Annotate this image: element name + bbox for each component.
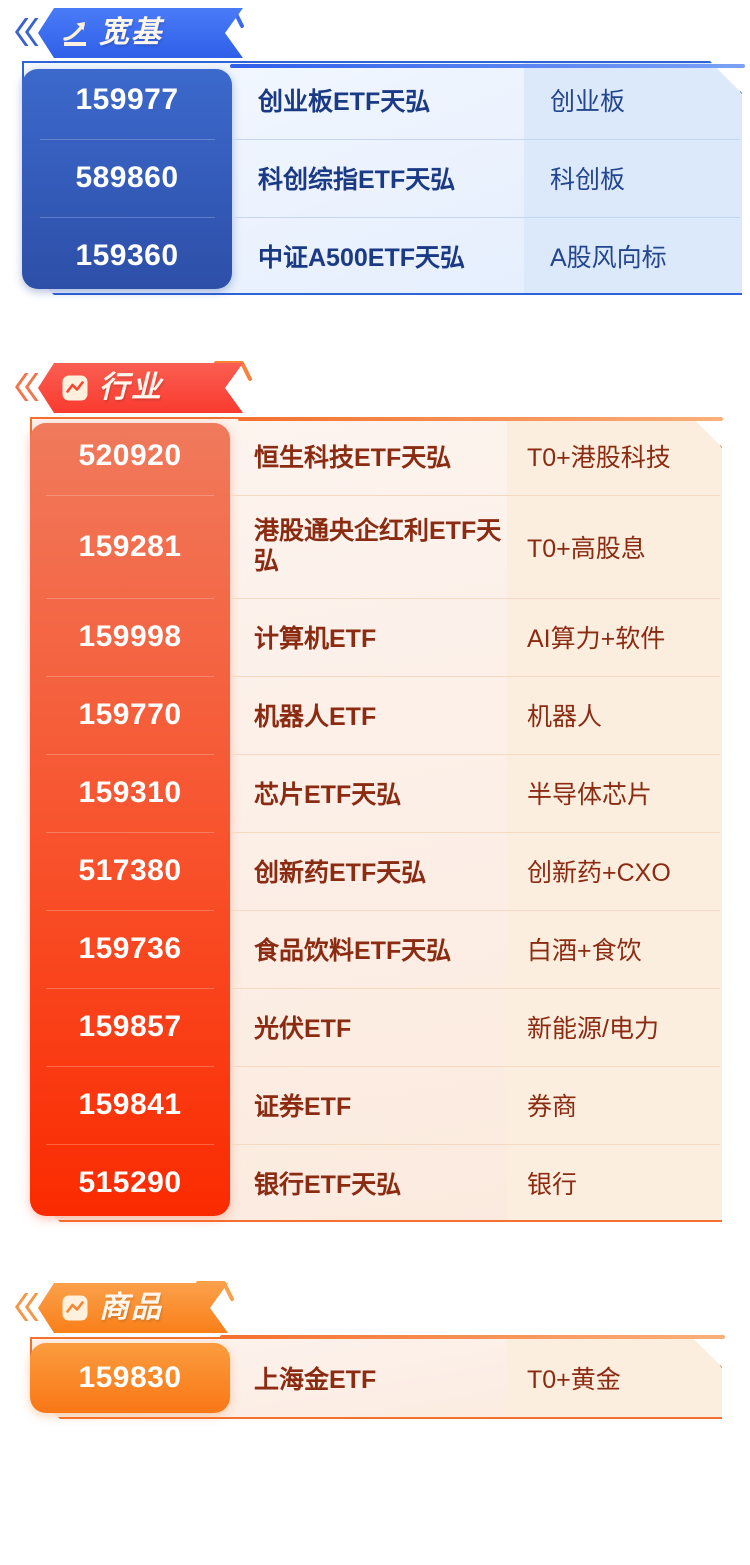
table-row[interactable]: 515290 银行ETF天弘 银行 <box>0 1144 750 1222</box>
table-row[interactable]: 159736 食品饮料ETF天弘 白酒+食饮 <box>0 910 750 988</box>
row-name: 中证A500ETF天弘 <box>258 244 465 272</box>
row-code: 159977 <box>75 83 179 116</box>
row-tag: 创新药+CXO <box>527 859 671 887</box>
table-row[interactable]: 159770 机器人ETF 机器人 <box>0 676 750 754</box>
table-row[interactable]: 159998 计算机ETF AI算力+软件 <box>0 598 750 676</box>
row-tag: T0+高股息 <box>527 534 646 563</box>
table-row[interactable]: 159281 港股通央企红利ETF天弘 T0+高股息 <box>0 495 750 598</box>
industry-section-title: 行业 <box>99 371 163 404</box>
broad-table-panel: 159977 创业板ETF天弘 创业板 589860 科创综指ETF天弘 科创板… <box>0 61 750 295</box>
row-tag: 银行 <box>527 1171 578 1199</box>
double-chevron-left-icon <box>14 372 40 402</box>
industry-section-badge[interactable]: 行业 <box>38 363 243 413</box>
double-chevron-left-icon <box>14 17 40 47</box>
row-tag: 创业板 <box>550 88 626 116</box>
row-tag: 新能源/电力 <box>527 1015 659 1043</box>
row-code: 159857 <box>78 1010 182 1043</box>
table-row[interactable]: 517380 创新药ETF天弘 创新药+CXO <box>0 832 750 910</box>
row-code: 159310 <box>78 776 182 809</box>
row-name: 创新药ETF天弘 <box>254 859 427 887</box>
row-name: 机器人ETF <box>254 703 377 731</box>
row-name: 恒生科技ETF天弘 <box>254 444 452 472</box>
row-name: 光伏ETF <box>254 1015 352 1043</box>
line-chart-square-icon <box>60 373 90 403</box>
broad-table: 159977 创业板ETF天弘 创业板 589860 科创综指ETF天弘 科创板… <box>0 61 750 295</box>
row-code: 159770 <box>78 698 182 731</box>
row-tag: T0+港股科技 <box>527 444 671 472</box>
row-name: 食品饮料ETF天弘 <box>254 937 452 965</box>
row-name: 上海金ETF <box>254 1366 377 1394</box>
row-code: 159281 <box>78 529 182 563</box>
trend-up-chart-icon <box>60 18 90 48</box>
broad-section-badge[interactable]: 宽基 <box>38 8 243 58</box>
table-row[interactable]: 589860 科创综指ETF天弘 科创板 <box>0 139 750 217</box>
row-code: 589860 <box>75 161 179 194</box>
section-industry: 行业 520920 恒生科技ETF天弘 T0+港股科技 159281 港股通央企… <box>0 355 750 1222</box>
row-code: 159998 <box>78 620 182 653</box>
table-row[interactable]: 159310 芯片ETF天弘 半导体芯片 <box>0 754 750 832</box>
row-code: 520920 <box>78 439 182 472</box>
row-name: 计算机ETF <box>254 625 377 653</box>
row-code: 159736 <box>78 932 182 965</box>
industry-table-panel: 520920 恒生科技ETF天弘 T0+港股科技 159281 港股通央企红利E… <box>0 417 750 1222</box>
broad-section-title: 宽基 <box>99 16 163 49</box>
row-tag: 半导体芯片 <box>527 781 653 809</box>
commodity-table-panel: 159830 上海金ETF T0+黄金 <box>0 1337 750 1419</box>
table-row[interactable]: 159857 光伏ETF 新能源/电力 <box>0 988 750 1066</box>
table-row[interactable]: 159841 证券ETF 券商 <box>0 1066 750 1144</box>
row-name: 港股通央企红利ETF天弘 <box>254 517 502 575</box>
table-row[interactable]: 159360 中证A500ETF天弘 A股风向标 <box>0 217 750 295</box>
row-tag: AI算力+软件 <box>527 625 666 653</box>
broad-badge-row: 宽基 <box>0 0 750 68</box>
row-tag: 机器人 <box>527 703 603 731</box>
row-tag: A股风向标 <box>550 244 667 272</box>
row-code: 517380 <box>78 854 182 887</box>
table-row[interactable]: 520920 恒生科技ETF天弘 T0+港股科技 <box>0 417 750 495</box>
commodity-section-title: 商品 <box>99 1291 163 1324</box>
section-broad-index: 宽基 159977 创业板ETF天弘 创业板 589860 科创综指ETF天弘 … <box>0 0 750 295</box>
row-name: 证券ETF <box>254 1093 352 1121</box>
row-code: 159830 <box>78 1361 182 1394</box>
row-tag: T0+黄金 <box>527 1366 621 1394</box>
row-tag: 科创板 <box>550 166 626 194</box>
row-tag: 白酒+食饮 <box>527 937 642 965</box>
line-chart-square-icon <box>60 1293 90 1323</box>
double-chevron-left-icon <box>14 1292 40 1322</box>
row-name: 芯片ETF天弘 <box>254 781 402 809</box>
commodity-section-badge[interactable]: 商品 <box>38 1283 228 1333</box>
row-tag: 券商 <box>527 1093 578 1121</box>
industry-badge-row: 行业 <box>0 355 750 421</box>
table-row[interactable]: 159977 创业板ETF天弘 创业板 <box>0 61 750 139</box>
row-code: 515290 <box>78 1166 182 1199</box>
row-code: 159360 <box>75 239 179 272</box>
table-row[interactable]: 159830 上海金ETF T0+黄金 <box>0 1337 750 1419</box>
row-name: 创业板ETF天弘 <box>258 88 431 116</box>
row-code: 159841 <box>78 1088 182 1121</box>
commodity-badge-row: 商品 <box>0 1275 750 1339</box>
row-name: 科创综指ETF天弘 <box>258 166 456 194</box>
commodity-table: 159830 上海金ETF T0+黄金 <box>0 1337 750 1419</box>
industry-table: 520920 恒生科技ETF天弘 T0+港股科技 159281 港股通央企红利E… <box>0 417 750 1222</box>
section-commodity: 商品 159830 上海金ETF T0+黄金 <box>0 1275 750 1419</box>
row-name: 银行ETF天弘 <box>254 1171 402 1199</box>
